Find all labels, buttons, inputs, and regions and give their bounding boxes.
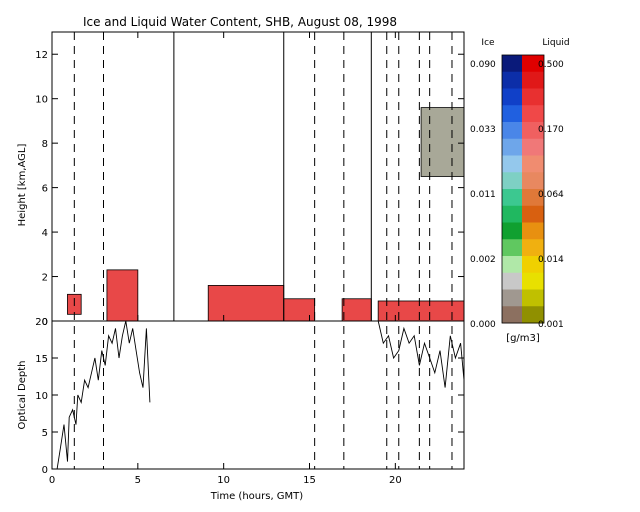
- colorbar-ice-tick-label: 0.011: [470, 190, 496, 200]
- colorbar-ice-swatch: [502, 189, 522, 207]
- colorbar-ice-swatch: [502, 272, 522, 290]
- colorbar-liquid-tick-label: 0.170: [538, 125, 564, 135]
- colorbar-ice-swatch: [502, 122, 522, 140]
- colorbar-ice-swatch: [502, 88, 522, 106]
- colorbar-liquid-label: Liquid: [542, 38, 569, 48]
- cloud-field: [67, 107, 465, 322]
- colorbar-liquid-swatch: [522, 205, 544, 223]
- y-tick-label-height: 2: [42, 273, 48, 284]
- colorbar-liquid-swatch: [522, 155, 544, 173]
- colorbar-ice-swatch: [502, 239, 522, 257]
- colorbar-ice-swatch: [502, 155, 522, 173]
- cloud-layer-liquid_layers: [377, 300, 465, 322]
- colorbar-liquid-tick-label: 0.064: [538, 190, 564, 200]
- y-tick-label-optical-depth: 20: [35, 317, 48, 328]
- cloud-layer-ice_cloud: [420, 107, 465, 177]
- y-axis-label-optical-depth: Optical Depth: [17, 361, 28, 430]
- y-tick-label-optical-depth: 15: [35, 354, 48, 365]
- x-tick-label: 20: [389, 475, 402, 486]
- colorbar-ice-tick-label: 0.090: [470, 60, 496, 70]
- y-axis-label-height: Height [km,AGL]: [17, 144, 28, 227]
- colorbar-liquid-swatch: [522, 55, 544, 73]
- colorbar-ice-tick-label: 0.002: [470, 255, 496, 265]
- colorbar-frame: [501, 54, 545, 324]
- y-tick-label-height: 4: [42, 228, 48, 239]
- x-tick-label: 5: [135, 475, 141, 486]
- series-line-optical_depth: [56, 320, 151, 470]
- colorbar-liquid-tick-label: 0.500: [538, 60, 564, 70]
- x-tick-label: 10: [217, 475, 230, 486]
- y-tick-label-optical-depth: 5: [42, 428, 48, 439]
- y-tick-label-optical-depth: 10: [35, 391, 48, 402]
- colorbar-ice-swatch: [502, 172, 522, 190]
- x-tick-label: 15: [303, 475, 316, 486]
- colorbar-ice-swatch: [502, 256, 522, 274]
- colorbar-ice-swatch: [502, 306, 522, 324]
- cloud-layer-liquid_layers: [283, 298, 316, 322]
- colorbar-liquid-swatch: [522, 71, 544, 89]
- colorbar-ice-swatch: [502, 55, 522, 73]
- y-tick-label-height: 10: [35, 95, 48, 106]
- colorbar-liquid-swatch: [522, 122, 544, 140]
- chart-title: Ice and Liquid Water Content, SHB, Augus…: [83, 15, 397, 29]
- colorbar-liquid-swatch: [522, 256, 544, 274]
- y-tick-label-height: 6: [42, 184, 48, 195]
- colorbar-ice-swatch: [502, 71, 522, 89]
- series-line-optical_depth: [377, 320, 465, 388]
- colorbar-liquid-swatch: [522, 189, 544, 207]
- colorbar-ice-swatch: [502, 205, 522, 223]
- colorbar-ice-label: Ice: [481, 38, 495, 48]
- colorbar-liquid-swatch: [522, 88, 544, 106]
- colorbar-ice-swatch: [502, 138, 522, 156]
- colorbar-unit-label: [g/m3]: [506, 333, 540, 344]
- colorbar-liquid-swatch: [522, 289, 544, 307]
- y-tick-label-optical-depth: 0: [42, 465, 48, 476]
- y-tick-label-height: 0: [42, 317, 48, 328]
- colorbar-ice-swatch: [502, 289, 522, 307]
- cloud-layer-liquid_layers: [106, 269, 139, 322]
- colorbar-ice-swatch: [502, 105, 522, 123]
- optical-depth-plot: [56, 320, 465, 470]
- cloud-layer-liquid_layers: [341, 298, 372, 322]
- colorbar-liquid-tick-label: 0.001: [538, 320, 564, 330]
- colorbar-liquid-swatch: [522, 222, 544, 240]
- colorbar-liquid-swatch: [522, 138, 544, 156]
- x-axis-label: Time (hours, GMT): [210, 491, 304, 502]
- colorbar: 0.090 0.033 0.011 0.002 0.000 0.500 0.170 0.064…: [470, 54, 564, 330]
- colorbar-ice-tick-label: 0.033: [470, 125, 496, 135]
- colorbar-liquid-swatch: [522, 105, 544, 123]
- y-tick-label-height: 8: [42, 139, 48, 150]
- bottom-panel-frame: [51, 320, 465, 470]
- colorbar-ice-swatch: [502, 222, 522, 240]
- x-tick-label: 0: [49, 475, 55, 486]
- colorbar-liquid-swatch: [522, 239, 544, 257]
- colorbar-liquid-swatch: [522, 306, 544, 324]
- y-tick-label-height: 12: [35, 50, 48, 61]
- colorbar-ice-tick-label: 0.000: [470, 320, 496, 330]
- colorbar-liquid-swatch: [522, 272, 544, 290]
- colorbar-liquid-swatch: [522, 172, 544, 190]
- colorbar-liquid-tick-label: 0.014: [538, 255, 564, 265]
- cloud-layer-liquid_layers: [207, 285, 285, 322]
